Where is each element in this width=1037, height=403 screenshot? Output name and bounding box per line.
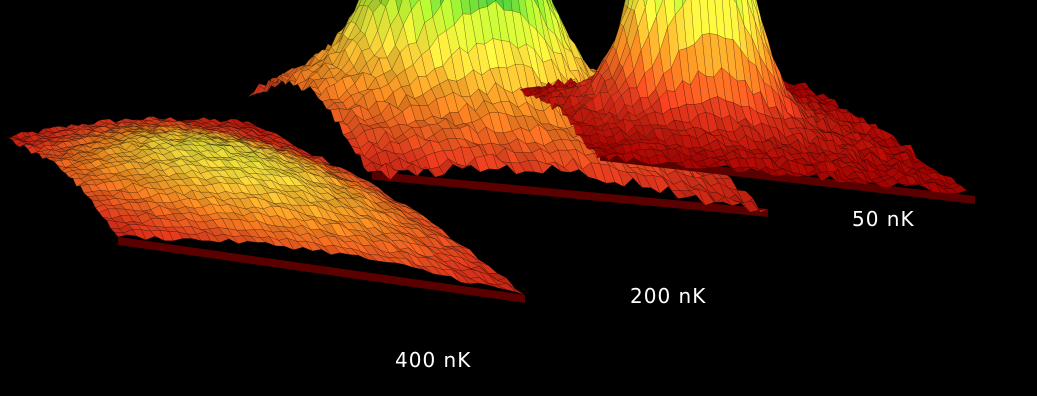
- temperature-label-50nk: 50 nK: [852, 207, 915, 231]
- temperature-label-400nk: 400 nK: [395, 348, 472, 372]
- bottom-border: [0, 396, 1037, 403]
- surface-2: [519, 0, 976, 204]
- surface-1-edge: [372, 171, 768, 217]
- temperature-label-200nk: 200 nK: [630, 284, 707, 308]
- surface-0: [4, 116, 526, 303]
- surface-0-edge: [118, 236, 525, 303]
